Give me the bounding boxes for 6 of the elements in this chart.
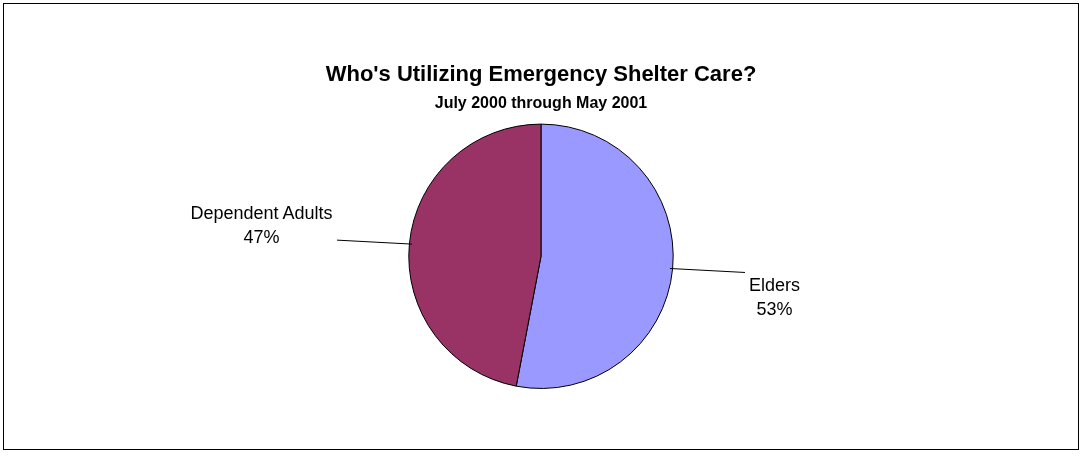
- data-label: 47%: [243, 227, 280, 248]
- chart-subtitle: July 2000 through May 2001: [434, 94, 648, 112]
- slice-label: Elders: [749, 275, 801, 296]
- data-label: 53%: [756, 299, 793, 320]
- chart-title: Who's Utilizing Emergency Shelter Care?: [325, 61, 757, 87]
- slice-label: Dependent Adults: [190, 203, 333, 224]
